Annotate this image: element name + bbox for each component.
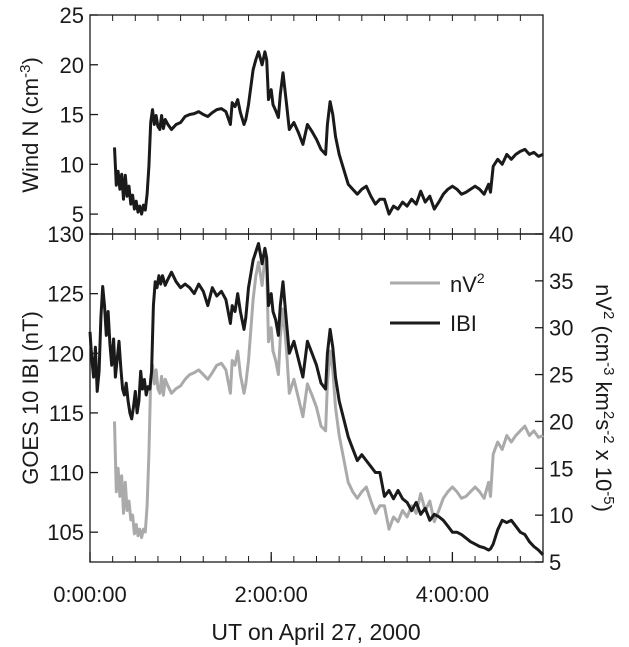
top-panel-y-axis-label: Wind N (cm-3) — [17, 57, 43, 193]
left-y-tick-label: 115 — [49, 401, 84, 426]
right-y-tick-label: 40 — [549, 222, 573, 247]
bottom-panel-left-y-axis-label: GOES 10 IBI (nT) — [18, 311, 43, 485]
left-y-tick-label: 125 — [47, 282, 84, 307]
right-y-tick-label: 25 — [549, 363, 573, 388]
top-y-tick-label: 5 — [72, 202, 84, 227]
right-y-tick-label: 35 — [549, 269, 573, 294]
top-y-tick-label: 10 — [60, 152, 84, 177]
right-y-tick-label: 30 — [549, 316, 573, 341]
top-y-tick-label: 15 — [60, 103, 84, 128]
left-y-tick-label: 110 — [49, 461, 84, 486]
ibi-series-line — [88, 242, 545, 556]
right-y-tick-label: 10 — [549, 503, 573, 528]
left-y-tick-label: 120 — [47, 341, 84, 366]
top-y-tick-label: 25 — [60, 3, 84, 28]
legend-ibi-label: IBI — [450, 311, 477, 336]
bottom-panel-right-y-ticks: 5 10 15 20 25 30 35 40 — [535, 222, 573, 575]
x-tick-label: 0:00:00 — [53, 582, 126, 607]
wind-density-line — [113, 50, 544, 216]
legend: nV2 IBI — [390, 270, 485, 336]
x-tick-labels: 0:00:00 2:00:00 4:00:00 — [53, 552, 489, 607]
right-y-tick-label: 20 — [549, 409, 573, 434]
x-tick-label: 4:00:00 — [416, 582, 489, 607]
legend-nv2-label: nV2 — [450, 270, 485, 297]
nv2-series-line — [113, 255, 544, 540]
top-y-tick-label: 20 — [60, 53, 84, 78]
left-y-tick-label: 130 — [47, 222, 84, 247]
left-y-tick-label: 105 — [47, 520, 84, 545]
right-y-tick-label: 15 — [549, 456, 573, 481]
x-axis-label: UT on April 27, 2000 — [211, 619, 420, 645]
bottom-panel-left-y-ticks: 105 110 115 120 125 130 — [47, 222, 98, 545]
top-panel-y-ticks: 5 10 15 20 25 — [60, 3, 98, 227]
x-minor-ticks — [112, 15, 521, 562]
x-tick-label: 2:00:00 — [234, 582, 307, 607]
right-y-tick-label: 5 — [549, 550, 561, 575]
bottom-panel-right-y-axis-label: nV2 (cm-3 km2s-2 x 10-5) — [591, 284, 617, 512]
